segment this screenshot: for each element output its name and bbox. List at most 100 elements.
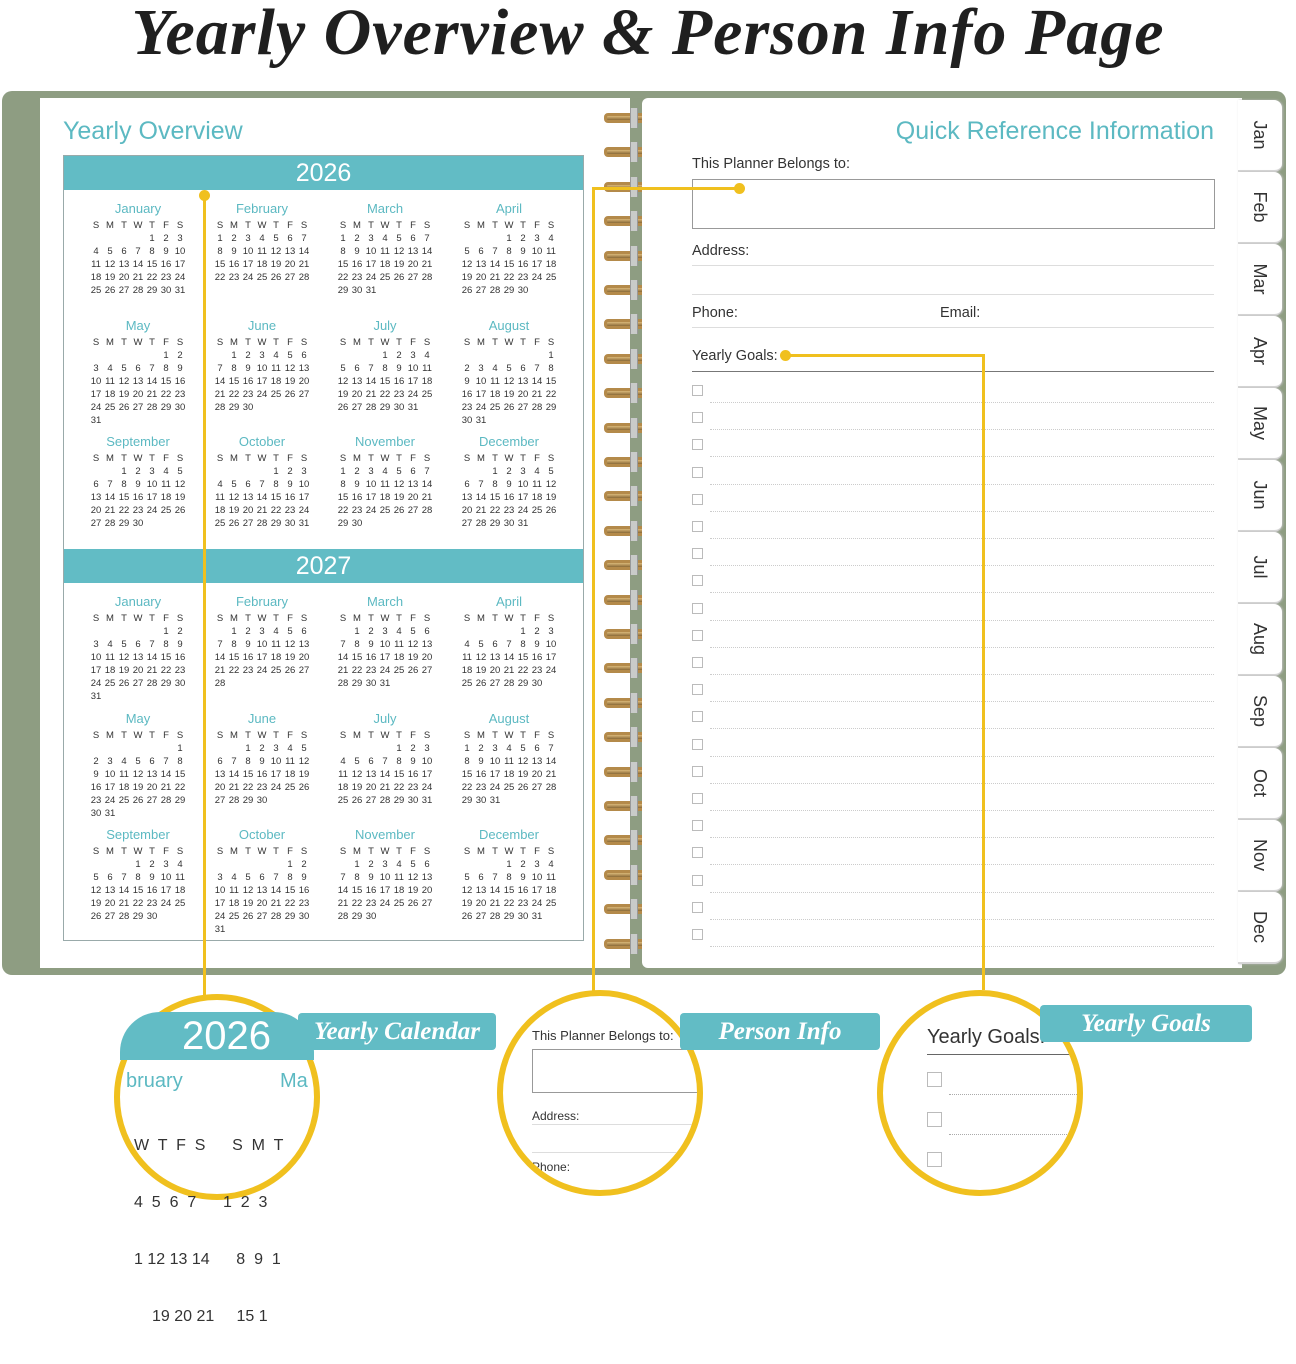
day-cell: 9: [177, 363, 183, 374]
tab-sep[interactable]: Sep: [1238, 676, 1282, 748]
goal-line[interactable]: [710, 483, 1214, 485]
goal-line[interactable]: [710, 619, 1214, 621]
tab-dec[interactable]: Dec: [1238, 892, 1282, 964]
goal-checkbox[interactable]: [692, 874, 703, 886]
goal-line[interactable]: [710, 592, 1214, 594]
month-grid: S M T W T F S 1 2 3 4 5 6 7 8 9 10 11 12 13 14 15 16 17 18 19 20 21…: [200, 729, 324, 807]
goal-checkbox[interactable]: [692, 901, 703, 913]
day-cell: 30: [174, 402, 186, 413]
goal-checkbox[interactable]: [692, 493, 703, 505]
day-cell: 8: [163, 639, 169, 650]
goal-checkbox[interactable]: [692, 684, 703, 696]
goal-line[interactable]: [710, 402, 1214, 403]
goal-line[interactable]: [710, 837, 1214, 839]
day-cell: 26: [132, 795, 144, 806]
goal-checkbox[interactable]: [692, 548, 703, 560]
goal-checkbox[interactable]: [692, 847, 703, 859]
owner-name-field[interactable]: [692, 179, 1215, 229]
goal-checkbox[interactable]: [692, 793, 703, 804]
goal-checkbox[interactable]: [692, 765, 703, 777]
day-cell: 21: [214, 665, 226, 676]
goal-line[interactable]: [710, 674, 1214, 675]
weekday-label: S: [339, 846, 347, 857]
day-cell: 13: [284, 246, 296, 257]
goal-line[interactable]: [710, 810, 1214, 811]
goal-line[interactable]: [710, 864, 1214, 866]
day-cell: 27: [90, 518, 102, 529]
goal-line[interactable]: [710, 946, 1214, 947]
day-cell: 3: [368, 233, 374, 244]
day-cell: 10: [379, 872, 391, 883]
day-cell: 21: [146, 389, 158, 400]
goal-checkbox[interactable]: [692, 521, 703, 532]
day-cell: 14: [475, 492, 487, 503]
month-name: February: [235, 201, 289, 216]
day-cell: 12: [174, 479, 186, 490]
day-cell: 1: [273, 466, 279, 477]
phone-email-line[interactable]: [692, 327, 1214, 328]
goal-checkbox[interactable]: [692, 657, 703, 668]
goal-line[interactable]: [710, 510, 1214, 512]
day-cell: 25: [104, 402, 116, 413]
goal-checkbox[interactable]: [692, 439, 703, 451]
month-may-2026: May S M T W T F S 1 2 3 4 5 6 7 8 9 10 11 12 13 14 15 16 17 18 19 2…: [76, 315, 200, 427]
day-cell: 25: [174, 898, 186, 909]
weekday-label: M: [353, 846, 361, 857]
goal-checkbox[interactable]: [692, 575, 703, 587]
callout-dot-goals: [780, 350, 791, 361]
day-cell: 16: [517, 259, 529, 270]
day-cell: 14: [104, 492, 116, 503]
day-cell: 21: [132, 272, 144, 283]
day-cell: 15: [214, 259, 226, 270]
goal-checkbox[interactable]: [692, 602, 703, 614]
goal-line[interactable]: [710, 755, 1214, 757]
address-line[interactable]: [692, 265, 1214, 266]
goal-checkbox[interactable]: [692, 820, 703, 832]
day-cell: 6: [410, 466, 416, 477]
goal-checkbox[interactable]: [692, 629, 703, 641]
tab-may[interactable]: May: [1238, 388, 1282, 460]
day-cell: 24: [421, 782, 433, 793]
goal-line[interactable]: [710, 782, 1214, 784]
tab-apr[interactable]: Apr: [1238, 316, 1282, 388]
goal-checkbox[interactable]: [692, 412, 703, 424]
goal-checkbox[interactable]: [692, 466, 703, 478]
day-cell: 17: [421, 769, 433, 780]
goal-line[interactable]: [710, 565, 1214, 567]
goal-line[interactable]: [710, 538, 1214, 539]
goal-checkbox[interactable]: [692, 929, 703, 940]
day-cell: 25: [545, 272, 557, 283]
goal-checkbox[interactable]: [692, 711, 703, 723]
weekday-label: F: [534, 220, 540, 231]
weekday-label: F: [163, 730, 169, 741]
address-line-2[interactable]: [692, 294, 1214, 295]
tab-nov[interactable]: Nov: [1238, 820, 1282, 892]
tab-jun[interactable]: Jun: [1238, 460, 1282, 532]
goal-line[interactable]: [710, 456, 1214, 458]
day-cell: 21: [270, 898, 282, 909]
goal-line[interactable]: [710, 918, 1214, 920]
tab-aug[interactable]: Aug: [1238, 604, 1282, 676]
day-cell: 22: [503, 272, 515, 283]
goal-line[interactable]: [710, 891, 1214, 893]
day-cell: 4: [273, 350, 279, 361]
goal-line[interactable]: [710, 646, 1214, 648]
goal-line[interactable]: [710, 701, 1214, 703]
goal-line[interactable]: [710, 728, 1214, 730]
day-cell: 14: [146, 652, 158, 663]
tab-jan[interactable]: Jan: [1238, 100, 1282, 172]
day-cell: 16: [407, 769, 419, 780]
weekday-label: S: [547, 337, 555, 348]
goal-line[interactable]: [710, 429, 1214, 431]
weekday-label: S: [92, 613, 100, 624]
tab-jul[interactable]: Jul: [1238, 532, 1282, 604]
goal-checkbox[interactable]: [692, 738, 703, 750]
day-cell: 11: [394, 639, 404, 650]
day-cell: 15: [461, 769, 473, 780]
tab-oct[interactable]: Oct: [1238, 748, 1282, 820]
day-cell: 13: [421, 639, 433, 650]
tab-feb[interactable]: Feb: [1238, 172, 1282, 244]
quick-reference-title: Quick Reference Information: [895, 117, 1214, 145]
goal-checkbox[interactable]: [692, 385, 703, 396]
tab-mar[interactable]: Mar: [1238, 244, 1282, 316]
